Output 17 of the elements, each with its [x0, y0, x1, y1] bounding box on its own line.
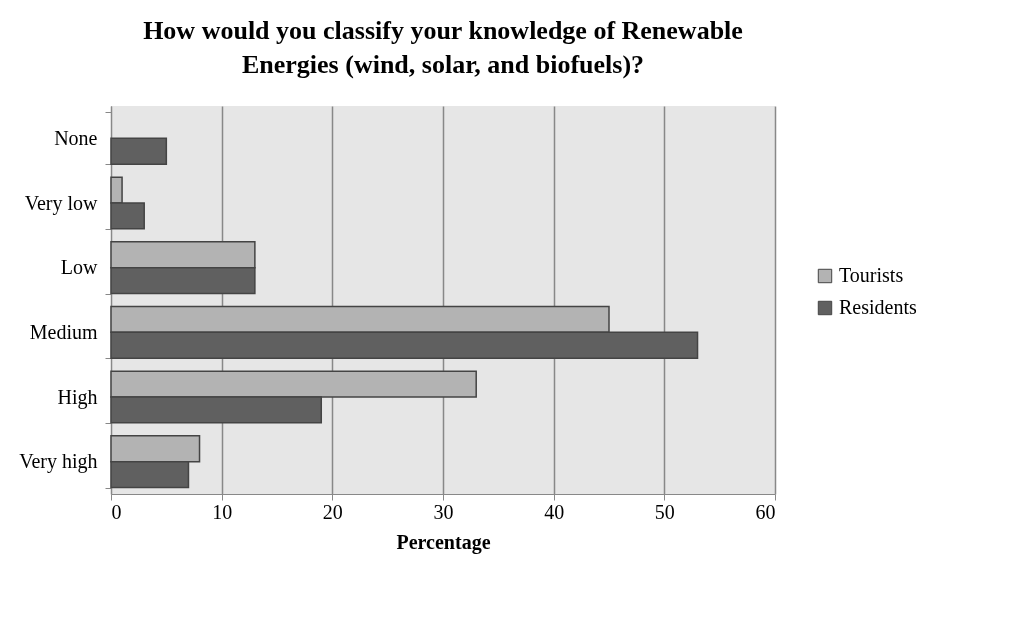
x-tick-label: 20	[322, 500, 343, 523]
legend-label: Tourists	[839, 264, 904, 286]
y-tick-label: Very low	[24, 191, 99, 215]
y-tick-label: Very high	[19, 450, 98, 474]
y-tick-label: Low	[60, 256, 99, 279]
x-tick-label: 30	[433, 500, 454, 523]
y-tick-label: High	[57, 385, 98, 409]
x-tick-label: 10	[212, 500, 233, 523]
x-tick-label: 50	[654, 500, 675, 523]
chart-title: How would you classify your knowledge of Renewable Energies (wind, solar, and biofuels)?	[143, 16, 743, 79]
x-axis-title: Percentage	[396, 530, 491, 554]
legend-label: Residents	[839, 296, 917, 318]
x-tick-label: 60	[755, 500, 776, 523]
x-tick-label: 40	[544, 500, 565, 523]
y-tick-label: Medium	[29, 320, 98, 343]
y-tick-label: None	[54, 126, 98, 149]
x-tick-label: 0	[111, 500, 122, 523]
